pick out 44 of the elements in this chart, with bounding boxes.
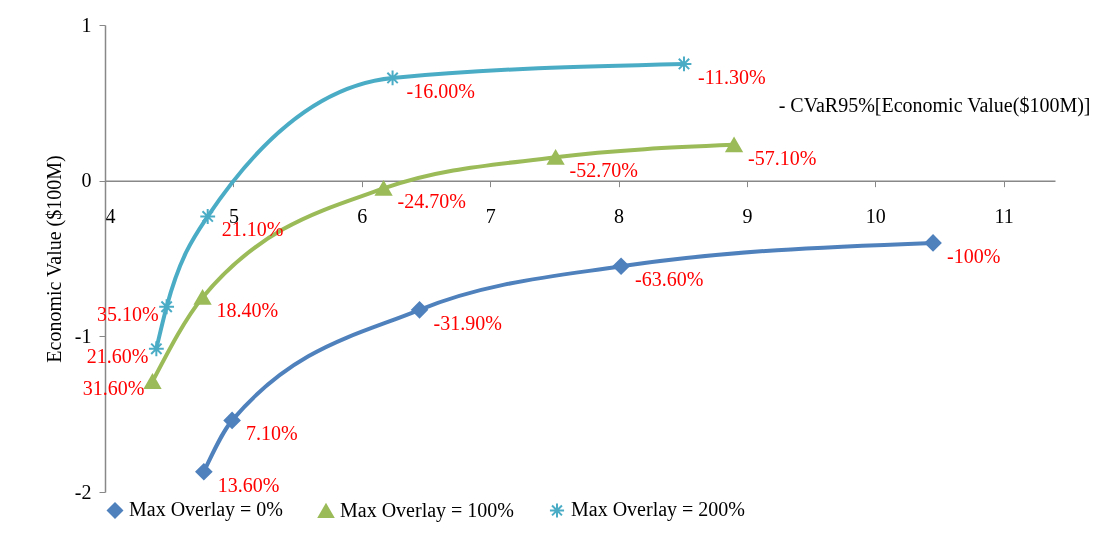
y-tick-label: 1 [81, 13, 92, 36]
annotation: 7.10% [246, 422, 298, 445]
x-tick-label: 8 [614, 205, 625, 228]
point [375, 181, 392, 196]
annotation: -100% [947, 244, 1001, 267]
annotation: -52.70% [569, 159, 638, 182]
x-tick-label: 10 [865, 205, 886, 228]
x-tick-label: 6 [357, 205, 368, 228]
point [547, 149, 565, 165]
annotation: 21.60% [86, 344, 149, 367]
point [199, 208, 217, 225]
legend-label: Max Overlay = 0% [129, 498, 284, 522]
annotation: 13.60% [217, 473, 280, 496]
x-tick-label: 4 [105, 205, 116, 228]
y-tick-label: -2 [74, 480, 92, 503]
point [144, 374, 161, 389]
annotation: -57.10% [748, 146, 817, 169]
annotation: -11.30% [697, 65, 766, 88]
x-axis-title: - CVaR95%[Economic Value($100M)] [778, 94, 1091, 118]
y-tick-label: -1 [74, 324, 92, 347]
y-axis-title: Economic Value ($100M) [42, 155, 66, 363]
x-tick-label: 9 [742, 205, 753, 228]
annotation: -16.00% [406, 79, 475, 102]
annotation: -24.70% [397, 190, 466, 213]
point [612, 257, 630, 275]
point [194, 289, 211, 305]
legend-label: Max Overlay = 200% [571, 498, 746, 522]
point [725, 137, 743, 153]
point [158, 298, 176, 316]
y-tick-label: 0 [81, 169, 92, 192]
point [195, 463, 213, 481]
point [384, 69, 401, 87]
annotation: -63.60% [635, 268, 704, 291]
annotation: 18.40% [216, 299, 279, 322]
annotation: 35.10% [96, 302, 159, 325]
x-tick-label: 11 [994, 205, 1014, 228]
legend-label: Max Overlay = 100% [340, 498, 515, 522]
point [223, 411, 241, 429]
annotation: 31.60% [82, 377, 145, 400]
point [147, 340, 165, 358]
point [924, 234, 942, 252]
x-tick-label: 7 [485, 205, 496, 228]
annotation: -31.90% [433, 311, 502, 334]
point [411, 301, 428, 319]
